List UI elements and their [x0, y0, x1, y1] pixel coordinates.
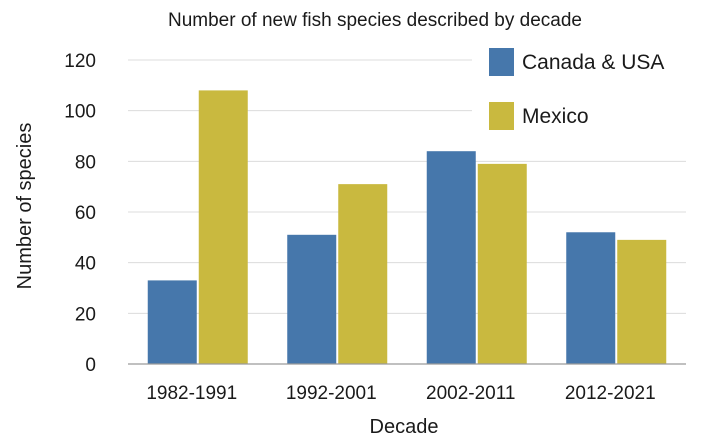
y-tick-label: 60: [75, 203, 96, 224]
legend-text-backdrop: [516, 102, 686, 130]
bar-mexico-2012-2021: [617, 239, 667, 364]
bar-mexico-1992-2001: [338, 184, 388, 364]
bars: [147, 90, 667, 365]
x-tick-labels: 1982-1991 1992-2001 2002-2011 2012-2021: [146, 383, 655, 404]
x-tick-label: 1992-2001: [286, 383, 377, 404]
legend-swatch: [489, 48, 514, 76]
legend-label: Canada & USA: [522, 51, 664, 74]
y-tick-label: 80: [75, 152, 96, 173]
y-tick-label: 20: [75, 304, 96, 325]
legend-item: Canada & USA: [472, 48, 686, 76]
x-tick-label: 2002-2011: [426, 383, 515, 404]
bar-canada-usa-1992-2001: [287, 234, 337, 364]
y-tick-label: 120: [64, 51, 96, 72]
y-tick-label: 0: [85, 355, 96, 376]
y-tick-label: 100: [64, 102, 96, 123]
y-axis-label: Number of species: [14, 123, 36, 290]
y-tick-label: 40: [75, 254, 96, 275]
bar-canada-usa-1982-1991: [147, 280, 197, 364]
bar-mexico-1982-1991: [198, 90, 248, 365]
chart-title: Number of new fish species described by …: [168, 10, 582, 31]
x-axis-label: Decade: [370, 416, 439, 438]
bar-canada-usa-2002-2011: [426, 151, 476, 364]
bar-mexico-2002-2011: [477, 163, 527, 364]
legend-label: Mexico: [522, 105, 589, 128]
x-tick-label: 1982-1991: [146, 383, 237, 404]
legend-text-backdrop: [516, 48, 686, 76]
x-tick-label: 2012-2021: [565, 383, 656, 404]
legend-item: Mexico: [472, 102, 686, 130]
legend-swatch: [489, 102, 514, 130]
bar-canada-usa-2012-2021: [566, 232, 616, 364]
y-tick-labels: 0 20 40 60 80 100 120: [64, 51, 96, 376]
legend: Canada & USA Mexico: [472, 48, 686, 130]
